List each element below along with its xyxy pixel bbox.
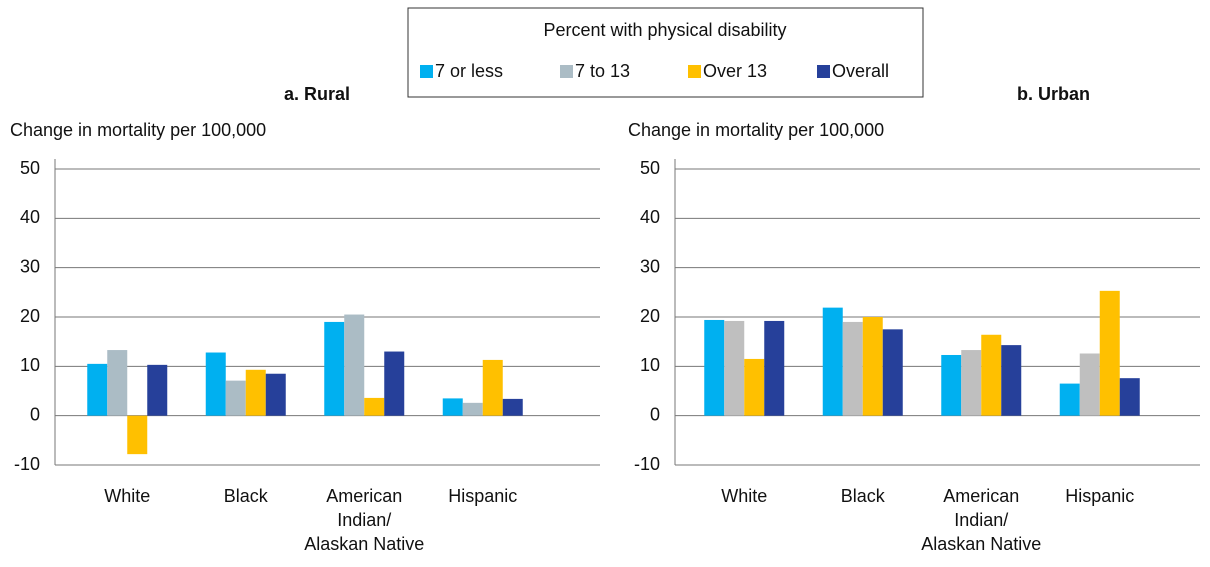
bar <box>442 398 463 416</box>
x-tick-label: American Indian/Alaskan Native <box>304 486 424 554</box>
legend-swatch <box>688 65 701 78</box>
legend-label: 7 to 13 <box>575 61 630 81</box>
bar <box>961 350 982 416</box>
bar <box>147 364 168 416</box>
x-tick-label: American Indian/Alaskan Native <box>921 486 1041 554</box>
bar <box>344 314 365 416</box>
panel-title: a. Rural <box>284 84 350 104</box>
x-tick-label: Hispanic <box>1065 486 1134 506</box>
legend-label: Over 13 <box>703 61 767 81</box>
bar <box>704 319 725 416</box>
bar <box>1001 345 1022 416</box>
y-tick-label: 0 <box>30 404 40 424</box>
bar <box>1099 290 1120 416</box>
legend-label: 7 or less <box>435 61 503 81</box>
bar <box>764 320 785 416</box>
y-tick-label: 50 <box>640 158 660 178</box>
bar <box>245 369 266 416</box>
x-tick-label: Hispanic <box>448 486 517 506</box>
bar <box>127 415 148 455</box>
bar <box>1119 378 1140 416</box>
y-tick-label: 50 <box>20 158 40 178</box>
x-tick-label: Black <box>841 486 886 506</box>
legend-box <box>407 7 924 98</box>
bar <box>862 317 883 416</box>
x-tick-label: White <box>104 486 150 506</box>
bar <box>482 359 503 416</box>
bar <box>842 321 863 416</box>
bar <box>205 352 226 416</box>
legend-swatch <box>420 65 433 78</box>
y-tick-label: 0 <box>650 404 660 424</box>
y-tick-label: 40 <box>20 207 40 227</box>
bar <box>882 329 903 416</box>
x-tick-label: Black <box>224 486 269 506</box>
y-tick-label: -10 <box>14 454 40 474</box>
y-tick-label: 30 <box>640 256 660 276</box>
legend-label: Overall <box>832 61 889 81</box>
bar <box>462 402 483 416</box>
y-tick-label: -10 <box>634 454 660 474</box>
bar <box>822 307 843 416</box>
bar <box>225 380 246 416</box>
y-axis-label: Change in mortality per 100,000 <box>10 120 266 140</box>
bar <box>724 320 745 416</box>
bar <box>502 398 523 416</box>
y-tick-label: 30 <box>20 256 40 276</box>
bar <box>941 354 962 416</box>
y-tick-label: 40 <box>640 207 660 227</box>
bar <box>265 373 286 416</box>
y-tick-label: 10 <box>20 355 40 375</box>
bar <box>324 321 345 416</box>
bar <box>107 350 128 416</box>
bar <box>87 363 108 416</box>
x-tick-label: White <box>721 486 767 506</box>
bar <box>981 334 1002 416</box>
bar <box>744 358 765 416</box>
bar <box>1059 383 1080 416</box>
legend-swatch <box>817 65 830 78</box>
bar <box>1079 353 1100 416</box>
y-axis-label: Change in mortality per 100,000 <box>628 120 884 140</box>
y-tick-label: 20 <box>20 306 40 326</box>
y-tick-label: 10 <box>640 355 660 375</box>
legend-title: Percent with physical disability <box>543 20 786 40</box>
bar <box>384 351 405 416</box>
legend-swatch <box>560 65 573 78</box>
y-tick-label: 20 <box>640 306 660 326</box>
panel-title: b. Urban <box>1017 84 1090 104</box>
bar <box>364 397 385 416</box>
